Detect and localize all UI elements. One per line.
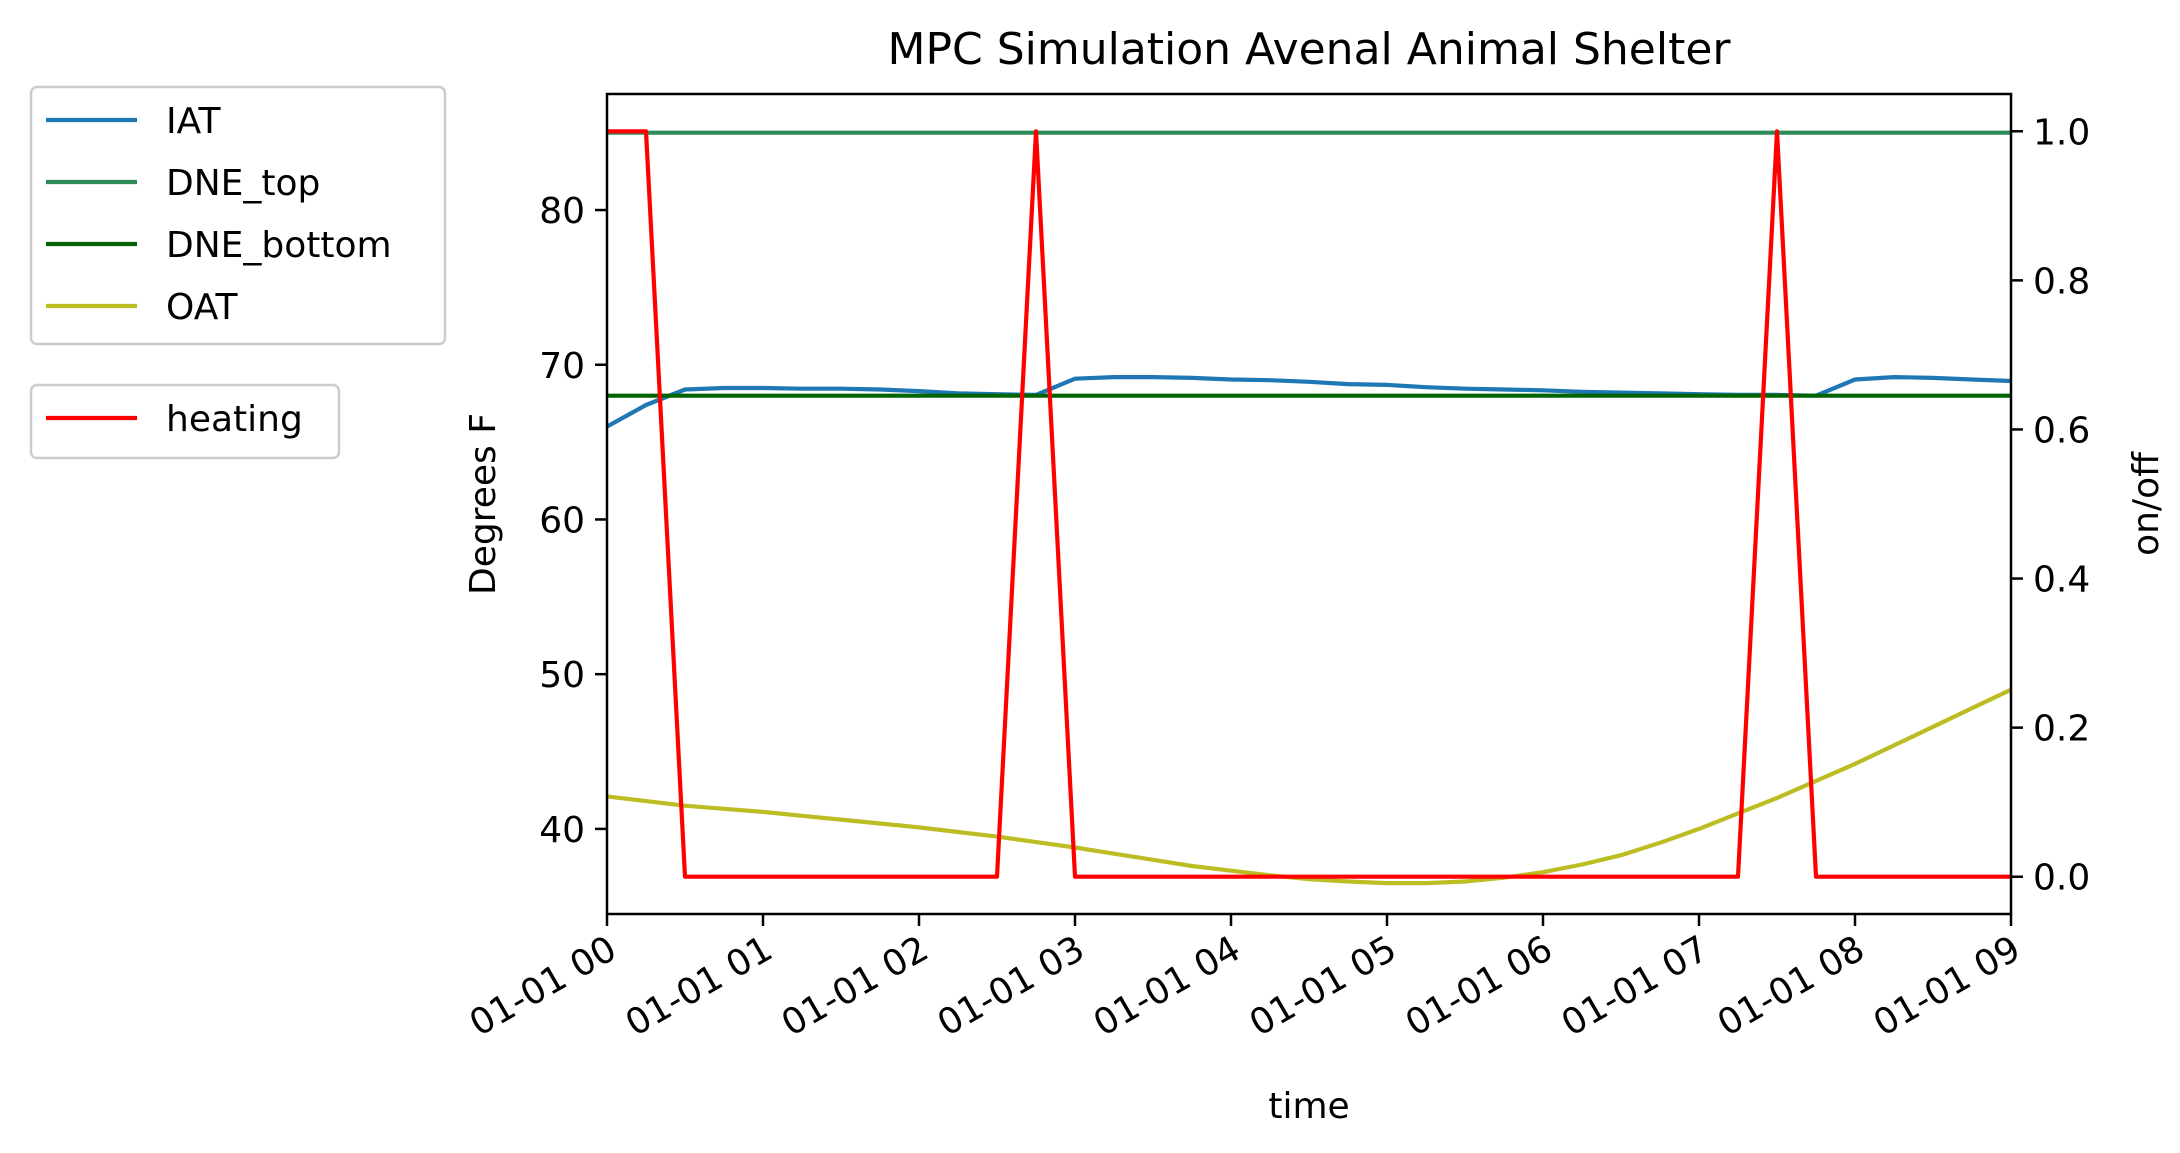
x-tick-label: 01-01 07 — [1555, 928, 1716, 1044]
legend-label: DNE_bottom — [166, 225, 392, 266]
y2-tick-label: 0.2 — [2033, 709, 2090, 750]
x-tick-label: 01-01 05 — [1243, 928, 1404, 1044]
y-tick-label: 40 — [539, 810, 585, 851]
series-line-heating — [607, 129, 2011, 879]
legend-label: heating — [166, 399, 303, 440]
series-line-iat — [605, 375, 2012, 429]
x-tick-label: 01-01 06 — [1399, 928, 1560, 1044]
legend-right-box — [29, 383, 341, 460]
y-tick-label: 80 — [539, 191, 585, 232]
y2-tick-label: 0.6 — [2033, 410, 2090, 451]
legend-label: IAT — [166, 101, 221, 142]
legend-right-axis: heating — [29, 383, 341, 460]
y-tick-label: 60 — [539, 500, 585, 541]
y2-tick-label: 1.0 — [2033, 112, 2090, 153]
y-tick-label: 50 — [539, 655, 585, 696]
plot-frame — [605, 92, 2013, 916]
legend-left-box — [29, 85, 447, 346]
x-tick-label: 01-01 01 — [619, 928, 780, 1044]
y2-axis-label: on/off — [2126, 451, 2167, 556]
y2-tick-label: 0.4 — [2033, 560, 2090, 601]
y-axis-label: Degrees F — [463, 413, 504, 595]
y2-tick-label: 0.0 — [2033, 858, 2090, 899]
legend-label: OAT — [166, 287, 239, 328]
x-tick-label: 01-01 04 — [1087, 928, 1248, 1044]
y2-tick-label: 0.8 — [2033, 261, 2090, 302]
x-tick-label: 01-01 08 — [1711, 928, 1872, 1044]
chart-title: MPC Simulation Avenal Animal Shelter — [887, 24, 1731, 75]
series-line-oat — [606, 687, 2012, 886]
x-tick-label: 01-01 02 — [775, 928, 936, 1044]
series-layer — [605, 129, 2012, 886]
y-tick-label: 70 — [539, 346, 585, 387]
x-axis-label: time — [1268, 1086, 1349, 1127]
x-tick-label: 01-01 09 — [1867, 928, 2028, 1044]
legend-left-axis: IAT DNE_top DNE_bottom OAT — [29, 85, 447, 346]
x-tick-label: 01-01 03 — [931, 928, 1092, 1044]
x-tick-label: 01-01 00 — [463, 928, 624, 1044]
legend-label: DNE_top — [166, 163, 320, 204]
